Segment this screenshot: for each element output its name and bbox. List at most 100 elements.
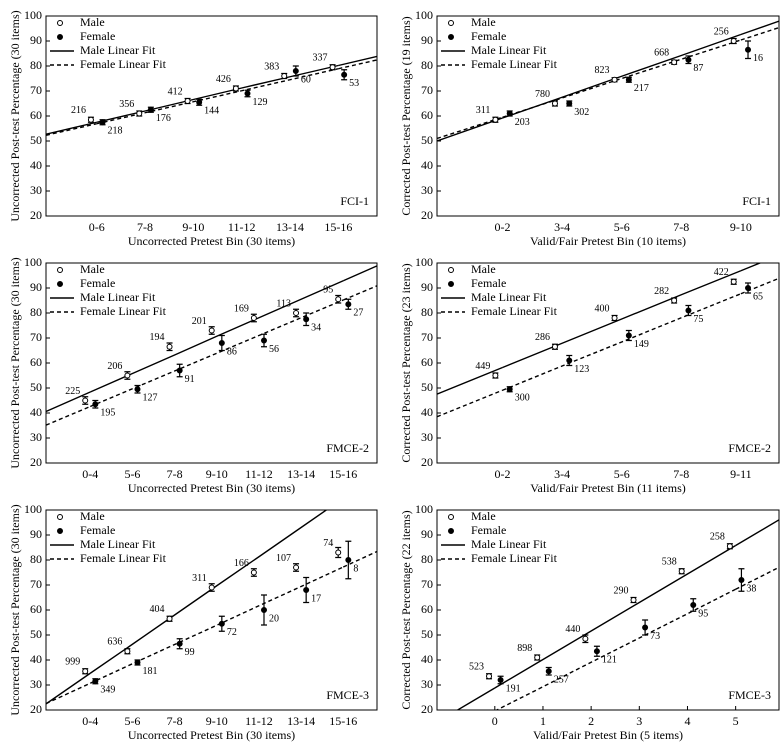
data-point: [566, 100, 573, 107]
fit-extension: [437, 711, 495, 740]
fit-group: [46, 510, 328, 705]
data-point: [176, 640, 183, 647]
x-tick-label: 15-16: [324, 220, 352, 234]
x-tick-label: 3-4: [554, 220, 570, 234]
count-label: 169: [234, 303, 249, 314]
data-point: [176, 367, 183, 374]
count-label: 290: [614, 585, 629, 596]
y-tick-label: 50: [30, 380, 42, 394]
x-tick-label: 13-14: [276, 220, 304, 234]
x-tick-label: 0-4: [82, 467, 98, 481]
fit-extension: [740, 20, 779, 36]
legend-marker: [448, 34, 454, 40]
count-label: 383: [264, 61, 279, 72]
legend-label: Male Linear Fit: [80, 43, 156, 57]
count-label: 225: [65, 386, 80, 397]
count-label: 300: [515, 393, 530, 404]
data-point: [82, 397, 89, 404]
x-tick-label: 9-10: [730, 220, 752, 234]
legend-label: Male Linear Fit: [80, 537, 156, 551]
data-point: [134, 659, 141, 666]
data-point: [303, 587, 310, 593]
data-point: [593, 648, 600, 655]
data-point: [534, 654, 541, 661]
x-tick-label: 13-14: [287, 714, 315, 728]
x-tick-label: 9-10: [206, 714, 228, 728]
fit-extension: [437, 389, 503, 418]
data-point: [260, 337, 267, 344]
count-label: 194: [150, 332, 165, 343]
y-tick-label: 20: [30, 208, 42, 222]
data-point: [545, 668, 552, 675]
count-label: 780: [535, 89, 550, 100]
y-tick-label: 90: [421, 527, 433, 541]
data-point: [497, 677, 504, 683]
fit-extension: [740, 263, 762, 272]
fit-extension: [342, 265, 377, 282]
x-tick-label: 7-8: [137, 220, 153, 234]
count-label: 404: [150, 604, 165, 615]
x-tick-label: 11-12: [228, 220, 256, 234]
x-axis-label: Valid/Fair Pretest Bin (11 items): [530, 481, 686, 495]
count-label: 123: [574, 364, 589, 375]
fit-extension: [342, 285, 377, 301]
count-label: 16: [753, 53, 763, 64]
y-tick-label: 60: [421, 108, 433, 122]
x-tick-label: 0-2: [495, 220, 511, 234]
y-tick-label: 100: [415, 502, 433, 516]
count-label: 38: [746, 583, 756, 594]
data-point: [92, 678, 99, 685]
y-tick-label: 90: [30, 527, 42, 541]
fit-line: [502, 270, 742, 369]
count-label: 86: [227, 346, 237, 357]
y-tick-label: 40: [30, 652, 42, 666]
y-tick-label: 100: [415, 255, 433, 269]
fit-line: [89, 510, 328, 674]
fit-extension: [456, 687, 496, 710]
count-label: 121: [602, 655, 617, 666]
data-point: [329, 64, 336, 71]
legend-label: Female: [471, 29, 506, 43]
x-tick-label: 15-16: [329, 714, 357, 728]
data-point: [671, 297, 678, 304]
x-tick-label: 13-14: [287, 467, 315, 481]
y-tick-label: 20: [421, 208, 433, 222]
fit-group: [437, 263, 762, 395]
y-tick-label: 100: [24, 502, 42, 516]
legend-label: Male Linear Fit: [80, 290, 156, 304]
panel-label: FMCE-2: [728, 441, 771, 455]
panel-label: FMCE-3: [326, 688, 369, 702]
x-axis-label: Valid/Fair Pretest Bin (5 items): [533, 728, 683, 742]
fit-group: [437, 277, 779, 418]
panel: 20 30 40 50 60 70 80 90 100 0-2 3-4 5-6 7-8 9-11 Valid…: [399, 255, 780, 495]
fit-group: [456, 519, 779, 710]
legend-label: Male: [80, 509, 105, 523]
x-tick-label: 0-4: [82, 714, 98, 728]
count-label: 400: [595, 303, 610, 314]
x-tick-label: 3-4: [554, 467, 570, 481]
y-tick-label: 80: [421, 58, 433, 72]
legend-label: Female Linear Fit: [471, 551, 558, 565]
legend-label: Female Linear Fit: [471, 57, 558, 71]
fit-extension: [46, 405, 91, 426]
y-tick-label: 70: [421, 330, 433, 344]
count-label: 999: [65, 657, 80, 668]
legend-marker: [448, 281, 454, 287]
count-label: 523: [469, 662, 484, 673]
data-point: [250, 569, 257, 576]
x-tick-label: 3: [636, 714, 642, 728]
y-tick-label: 80: [30, 58, 42, 72]
x-axis-label: Uncorrected Pretest Bin (30 items): [128, 234, 295, 248]
x-tick-label: 9-11: [730, 467, 752, 481]
fit-extension: [46, 123, 97, 136]
y-tick-label: 90: [30, 280, 42, 294]
x-tick-label: 5-6: [614, 220, 630, 234]
data-point: [335, 549, 342, 556]
data-point: [345, 301, 352, 308]
data-point: [685, 307, 692, 314]
count-label: 286: [535, 332, 550, 343]
data-point: [134, 386, 141, 393]
y-tick-label: 50: [30, 133, 42, 147]
fit-extension: [46, 391, 91, 413]
